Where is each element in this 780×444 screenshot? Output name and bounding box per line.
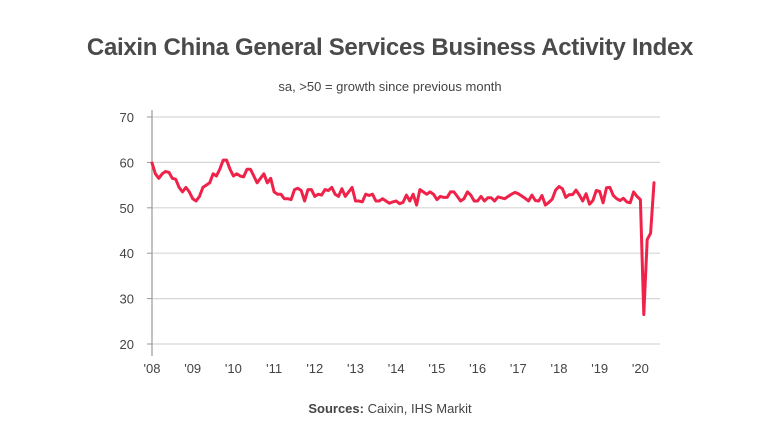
x-tick-label: '17 xyxy=(510,361,527,376)
series-line xyxy=(150,158,656,316)
y-tick-label: 60 xyxy=(120,155,134,170)
y-tick-label: 40 xyxy=(120,246,134,261)
y-tick-label: 20 xyxy=(120,337,134,352)
y-tick-label: 70 xyxy=(120,110,134,125)
chart-title: Caixin China General Services Business A… xyxy=(86,34,694,61)
x-tick-label: '09 xyxy=(184,361,201,376)
x-tick-label: '14 xyxy=(388,361,405,376)
x-tick-label: '16 xyxy=(469,361,486,376)
x-tick-label: '13 xyxy=(347,361,364,376)
x-tick-label: '19 xyxy=(591,361,608,376)
x-tick-label: '20 xyxy=(632,361,649,376)
x-tick-label: '11 xyxy=(266,361,282,376)
x-tick-label: '08 xyxy=(144,361,161,376)
x-tick-label: '15 xyxy=(428,361,445,376)
source-label: Sources: xyxy=(308,401,364,416)
y-tick-label: 50 xyxy=(120,201,134,216)
source-text: Caixin, IHS Markit xyxy=(367,401,472,416)
x-tick-label: '10 xyxy=(225,361,242,376)
chart-subtitle: sa, >50 = growth since previous month xyxy=(278,79,502,94)
y-tick-label: 30 xyxy=(120,292,134,307)
x-tick-label: '18 xyxy=(551,361,568,376)
source-note: Sources: Caixin, IHS Markit xyxy=(0,401,780,416)
x-tick-label: '12 xyxy=(306,361,323,376)
